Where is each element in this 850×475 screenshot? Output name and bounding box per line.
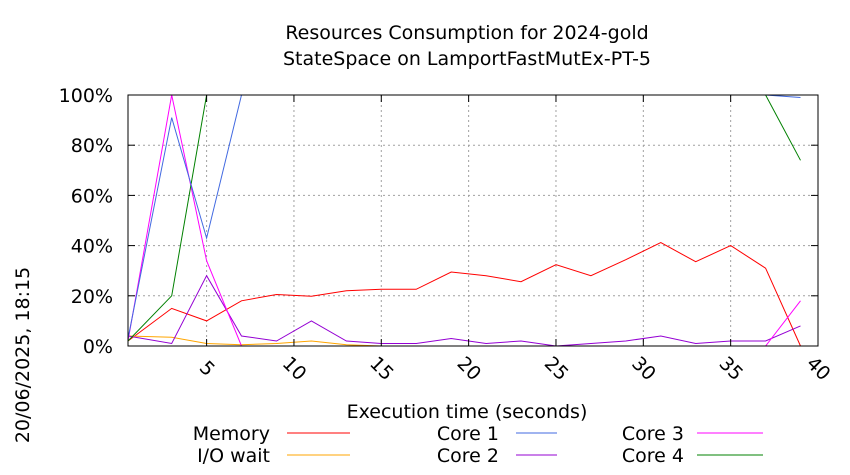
legend-label-core-2: Core 2 [437, 445, 499, 467]
y-tick-label: 100% [59, 85, 113, 107]
y-tick-label: 40% [71, 236, 113, 258]
x-tick-label: 10 [278, 352, 311, 385]
x-tick-label: 40 [802, 352, 835, 385]
legend-label-i-o-wait: I/O wait [197, 445, 270, 467]
plot-frame [127, 94, 819, 347]
y-tick-label: 0% [83, 336, 113, 358]
chart-title: Resources Consumption for 2024-gold [285, 22, 648, 44]
side-timestamp-label: 20/06/2025, 18:15 [12, 267, 34, 443]
x-axis-label: Execution time (seconds) [347, 401, 588, 423]
chart-subtitle: StateSpace on LamportFastMutEx-PT-5 [283, 48, 651, 70]
y-tick-label: 60% [71, 185, 113, 207]
series-line-memory [127, 242, 801, 347]
series-line-core-4 [127, 94, 801, 342]
series-line-core-2 [127, 274, 801, 347]
x-tick-label: 5 [195, 357, 219, 381]
y-tick-label: 20% [71, 286, 113, 308]
legend-label-core-1: Core 1 [437, 423, 499, 445]
x-tick-label: 35 [715, 352, 748, 385]
series-lines [127, 94, 801, 347]
series-line-i-o-wait [127, 335, 801, 347]
legend-label-core-4: Core 4 [622, 445, 684, 467]
legend-label-memory: Memory [193, 423, 270, 445]
x-tick-label: 25 [540, 352, 573, 385]
y-tick-label: 80% [71, 135, 113, 157]
legend-label-core-3: Core 3 [622, 423, 684, 445]
y-axis-ticks: 0% 20% 40% 60% 80% 100% [59, 85, 818, 358]
x-tick-label: 15 [365, 352, 398, 385]
grid [128, 95, 818, 346]
x-tick-label: 20 [453, 352, 486, 385]
x-tick-label: 30 [627, 352, 660, 385]
series-line-core-1 [127, 94, 801, 339]
